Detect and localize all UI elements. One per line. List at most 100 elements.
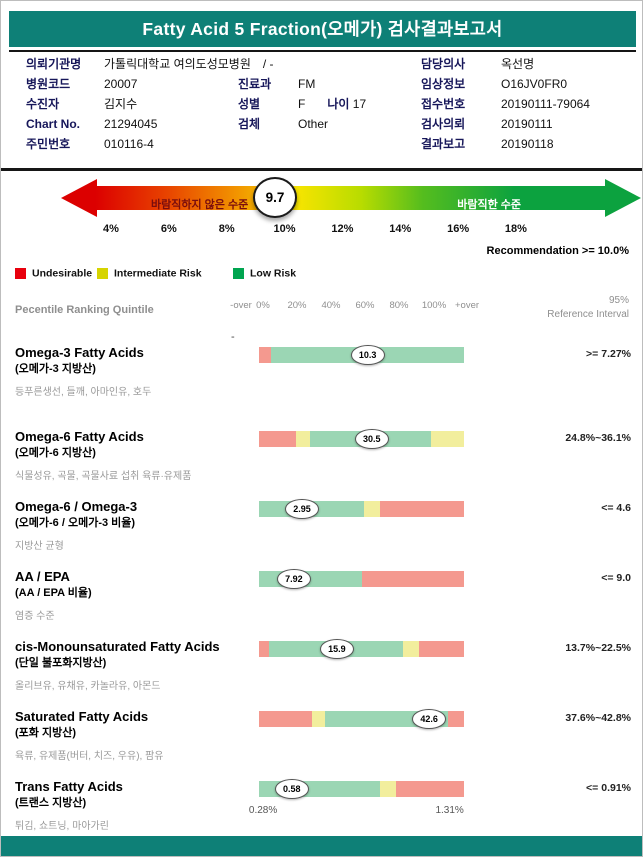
field-label: 검사의뢰 [421, 117, 466, 131]
analyte-name-kr: (오메가-6 지방산) [15, 447, 96, 459]
recommendation-text: Recommendation >= 10.0% [486, 245, 629, 257]
bar-segment-red [259, 347, 272, 363]
arrow-left-icon [61, 179, 97, 217]
reference-interval: >= 7.27% [586, 348, 631, 360]
value-marker: 7.92 [276, 569, 311, 589]
field-value: 20190111 [501, 117, 553, 131]
axis-sublabel: 1.31% [435, 805, 464, 816]
analyte-sources: 튀김, 쇼트닝, 마아가린 [15, 821, 109, 832]
bar-segment-yellow [312, 711, 325, 727]
gauge-tick: 8% [218, 223, 235, 235]
gauge-desirable-label: 바람직한 수준 [457, 199, 521, 211]
bar-segment-yellow [431, 431, 464, 447]
analyte-name: Omega-3 Fatty Acids [15, 345, 144, 360]
risk-legend: Undesirable Intermediate Risk Low Risk [1, 267, 642, 281]
field-label: 진료과 [238, 77, 272, 91]
legend-item: Low Risk [233, 267, 296, 280]
field-label: 의뢰기관명 [26, 57, 82, 71]
analyte-name-kr: (오메가-3 지방산) [15, 363, 96, 375]
legend-label: Low Risk [250, 267, 297, 280]
value-marker: 0.58 [274, 779, 309, 799]
field-row: 결과보고 20190118 [421, 134, 590, 154]
field-value: 17 [352, 97, 367, 111]
field-row: 병원코드 20007 [26, 74, 274, 94]
legend-swatch [233, 268, 244, 280]
patient-info-right-column: 담당의사 옥선명 임상정보 O16JV0FR0 접수번호 20190111-79064… [421, 54, 590, 154]
percentile-tick: 80% [389, 300, 409, 311]
field-label: 담당의사 [421, 57, 466, 71]
reference-interval-header-line1: 95% [608, 295, 629, 306]
field-value-extra: / - [262, 57, 274, 71]
arrow-right-icon [605, 179, 641, 217]
field-row: 검체 Other [238, 114, 366, 134]
field-label: 나이 [327, 97, 350, 111]
value-marker: 15.9 [319, 639, 354, 659]
bar-segment-red [259, 711, 313, 727]
field-value: 20190111-79064 [501, 97, 590, 111]
field-row: 접수번호 20190111-79064 [421, 94, 590, 114]
analyte-name-kr: (오메가-6 / 오메가-3 비율) [15, 517, 136, 529]
analyte-name: AA / EPA [15, 569, 70, 584]
reference-interval: 24.8%~36.1% [565, 432, 631, 444]
field-label: 임상정보 [421, 77, 466, 91]
analyte-row: Omega-6 Fatty Acids (오메가-6 지방산) 식물성유, 곡물, … [1, 429, 642, 499]
analyte-row: Trans Fatty Acids (트랜스 지방산) 튀김, 쇼트닝, 마아가린 0… [1, 779, 642, 849]
field-value: 010116-4 [104, 137, 154, 151]
gauge-tick: 16% [447, 223, 470, 235]
field-value: F [298, 97, 306, 111]
gauge-value-badge: 9.7 [253, 177, 297, 218]
field-value: 20190118 [501, 137, 554, 151]
legend-item: Intermediate Risk [97, 267, 202, 280]
bar-segment-yellow [402, 641, 419, 657]
analyte-name-kr: (AA / EPA 비율) [15, 587, 92, 599]
analyte-row: Omega-6 / Omega-3 (오메가-6 / 오메가-3 비율) 지방산 균… [1, 499, 642, 569]
analyte-row: Omega-3 Fatty Acids (오메가-3 지방산) 등푸른생선, 들깨,… [1, 345, 642, 415]
analyte-name: Omega-6 Fatty Acids [15, 429, 144, 444]
percentile-tick: 100% [421, 300, 447, 311]
gauge-tick: 10% [273, 223, 296, 235]
gauge-undesirable-label: 바람직하지 않은 수준 [151, 199, 249, 211]
analyte-name: cis-Monounsaturated Fatty Acids [15, 639, 220, 654]
reference-interval-header: 95% Reference Interval [547, 294, 629, 322]
analyte-name: Saturated Fatty Acids [15, 709, 149, 724]
field-row: 주민번호 010116-4 [26, 134, 274, 154]
analyte-sources: 육류, 유제품(버터, 치즈, 우유), 팜유 [15, 751, 164, 762]
percentile-tick-labels: -over 0% 20% 40% 60% 80% 100% +over [1, 300, 642, 312]
legend-item: Undesirable [15, 267, 92, 280]
bar-segment-yellow [363, 501, 380, 517]
analyte-sources: 지방산 균형 [15, 541, 64, 552]
field-value: Other [298, 117, 329, 131]
stray-dash-mark: - [231, 331, 235, 343]
divider [9, 50, 636, 52]
reference-interval: 37.6%~42.8% [565, 712, 631, 724]
field-value: 김지수 [104, 97, 138, 111]
reference-interval-header-line2: Reference Interval [547, 309, 629, 320]
gauge-tick: 4% [103, 223, 119, 235]
reference-interval: <= 0.91% [586, 782, 631, 794]
bar-segment-red [396, 781, 464, 797]
gauge-tick: 12% [331, 223, 354, 235]
analyte-row: Saturated Fatty Acids (포화 지방산) 육류, 유제품(버터,… [1, 709, 642, 779]
bar-segment-red [379, 501, 464, 517]
value-marker: 10.3 [350, 345, 385, 365]
percentile-tick: 20% [287, 300, 307, 311]
report-header-bar: Fatty Acid 5 Fraction(오메가) 검사결과보고서 [9, 11, 636, 47]
report-title: Fatty Acid 5 Fraction(오메가) 검사결과보고서 [142, 19, 503, 39]
bar-segment-red [418, 641, 464, 657]
bar-segment-red [361, 571, 464, 587]
analyte-name-kr: (트랜스 지방산) [15, 797, 87, 809]
legend-label: Undesirable [32, 267, 93, 280]
legend-swatch [97, 268, 108, 280]
bar-segment-red [447, 711, 464, 727]
reference-interval: <= 4.6 [601, 502, 631, 514]
patient-info-middle-column: 진료과 FM 성별 F 나이 17 검체 Other [238, 74, 366, 134]
analyte-sources: 식물성유, 곡물, 곡물사료 섭취 육류·유제품 [15, 471, 192, 482]
field-label: 주민번호 [26, 137, 71, 151]
field-label: 성별 [238, 97, 261, 111]
field-row: 임상정보 O16JV0FR0 [421, 74, 590, 94]
gauge-tick: 6% [160, 223, 177, 235]
analyte-name-kr: (포화 지방산) [15, 727, 76, 739]
reference-interval: 13.7%~22.5% [565, 642, 631, 654]
bar-segment-red [259, 431, 296, 447]
